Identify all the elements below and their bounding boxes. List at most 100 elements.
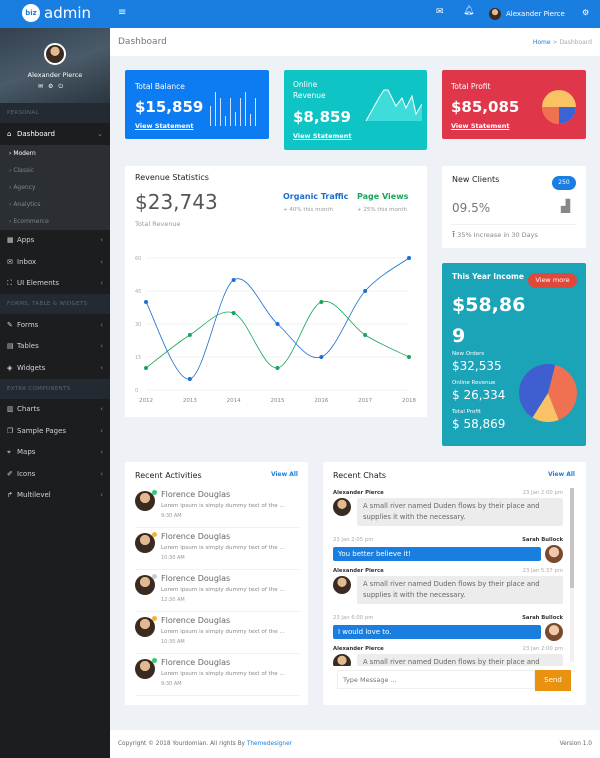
- user-name[interactable]: Alexander Pierce: [506, 10, 565, 18]
- scrollbar-thumb[interactable]: [570, 488, 574, 588]
- sidebar: Alexander Pierce ✉⚙⏻ PERSONAL ⌂ Dashboard…: [0, 28, 110, 758]
- edit-icon: ✎: [7, 320, 13, 329]
- sidebar-sub-classic[interactable]: › Classic: [0, 161, 110, 179]
- view-all-link[interactable]: View All: [270, 471, 298, 478]
- sidebar-item-inbox[interactable]: ✉ Inbox ‹: [0, 251, 110, 273]
- activity-name: Florence Douglas: [161, 658, 231, 667]
- data-point[interactable]: [144, 366, 148, 370]
- pages-icon: ❐: [7, 426, 14, 435]
- spark-bar: [240, 98, 241, 126]
- view-more-button[interactable]: View more: [528, 273, 577, 288]
- send-button[interactable]: Send: [535, 670, 571, 691]
- y-tick-label: 0: [135, 388, 138, 394]
- inbox-icon[interactable]: ✉: [436, 7, 444, 17]
- sidebar-item-maps[interactable]: ⌖ Maps ‹: [0, 442, 110, 464]
- sidebar-item-widgets[interactable]: ◈ Widgets ‹: [0, 357, 110, 379]
- copyright: Copyright © 2018 Yourdomian. All rights …: [118, 741, 292, 747]
- label: Multilevel: [17, 491, 51, 500]
- activity-item[interactable]: Florence Douglas Lorem ipsum is simply d…: [135, 570, 300, 612]
- logo-text: admin: [44, 4, 91, 22]
- sidebar-item-multilevel[interactable]: ↱ Multilevel ‹: [0, 485, 110, 507]
- logo[interactable]: biz admin: [22, 4, 91, 22]
- sidebar-item-apps[interactable]: ▦ Apps ‹: [0, 230, 110, 252]
- view-all-link[interactable]: View All: [547, 471, 575, 478]
- chevron-left-icon: ‹: [100, 426, 103, 435]
- spark-bar: [215, 92, 216, 126]
- user-avatar[interactable]: [489, 8, 501, 20]
- total-profit-label: Total Profit: [452, 409, 481, 415]
- income-value-line2: 9: [452, 325, 466, 347]
- data-point[interactable]: [363, 289, 368, 293]
- logo-badge: biz: [22, 4, 40, 22]
- message-text: A small river named Duden flows by their…: [357, 498, 563, 526]
- data-point[interactable]: [319, 300, 324, 304]
- grid-icon: ▦: [7, 236, 14, 245]
- data-point[interactable]: [407, 355, 411, 359]
- breadcrumb-home[interactable]: Home: [532, 39, 551, 46]
- activity-time: 9:30 AM: [161, 681, 182, 687]
- status-dot: [152, 616, 157, 621]
- data-point[interactable]: [319, 355, 324, 359]
- view-statement-link[interactable]: View Statement: [135, 122, 194, 130]
- sidebar-item-ui-elements[interactable]: ⛶ UI Elements ‹: [0, 273, 110, 295]
- data-point[interactable]: [407, 256, 411, 260]
- revenue-total-label: Total Revenue: [135, 220, 181, 228]
- sidebar-sub-modern[interactable]: › Modern: [0, 144, 110, 162]
- chevron-left-icon: ‹: [100, 320, 103, 329]
- sidebar-item-sample-pages[interactable]: ❐ Sample Pages ‹: [0, 420, 110, 442]
- activity-item[interactable]: Florence Douglas Lorem ipsum is simply d…: [135, 528, 300, 570]
- x-tick-label: 2012: [139, 398, 153, 404]
- data-point[interactable]: [187, 333, 192, 337]
- x-tick-label: 2018: [402, 398, 416, 404]
- activity-item[interactable]: Florence Douglas Lorem ipsum is simply d…: [135, 612, 300, 654]
- chevron-left-icon: ‹: [100, 448, 103, 457]
- settings-icon[interactable]: ⚙: [48, 83, 59, 90]
- sidebar-item-icons[interactable]: ✐ Icons ‹: [0, 463, 110, 485]
- author-link[interactable]: Themedesigner: [246, 741, 293, 747]
- activity-time: 10:30 AM: [161, 639, 185, 645]
- activity-item[interactable]: Florence Douglas Lorem ipsum is simply d…: [135, 486, 300, 528]
- label: Apps: [17, 236, 35, 245]
- data-point[interactable]: [144, 300, 148, 304]
- label: Charts: [17, 405, 40, 414]
- view-statement-link[interactable]: View Statement: [293, 132, 352, 140]
- data-point[interactable]: [275, 366, 280, 370]
- label: Analytics: [13, 200, 41, 208]
- sender: Sarah Bullock: [522, 615, 563, 621]
- chevron-left-icon: ‹: [100, 405, 103, 414]
- sidebar-item-tables[interactable]: ▤ Tables ‹: [0, 336, 110, 358]
- stat-label: Total Balance: [135, 82, 185, 91]
- message-input[interactable]: [337, 670, 535, 689]
- bell-icon[interactable]: 🔔︎: [463, 6, 475, 16]
- gear-icon[interactable]: ⚙: [582, 8, 590, 17]
- copyright-text: Copyright © 2018 Yourdomian. All rights …: [118, 741, 245, 747]
- avatar: [135, 575, 155, 595]
- profile-avatar[interactable]: [44, 43, 66, 65]
- mail-icon[interactable]: ✉: [38, 83, 49, 90]
- sidebar-item-charts[interactable]: ▥ Charts ‹: [0, 399, 110, 421]
- clients-note-text: 35% Increase in 30 Days: [457, 231, 538, 239]
- activity-item[interactable]: Florence Douglas Lorem ipsum is simply d…: [135, 654, 300, 696]
- activity-name: Florence Douglas: [161, 616, 231, 625]
- sidebar-item-dashboard[interactable]: ⌂ Dashboard ⌄: [0, 123, 110, 145]
- view-statement-link[interactable]: View Statement: [451, 122, 510, 130]
- bar-chart-icon: ▟: [561, 199, 571, 213]
- activity-text: Lorem ipsum is simply dummy text of the …: [161, 587, 285, 593]
- sidebar-sub-ecommerce[interactable]: › Ecommerce: [0, 212, 110, 230]
- data-point[interactable]: [275, 322, 280, 326]
- data-point[interactable]: [231, 311, 236, 315]
- clients-note: ⭱ 35% Increase in 30 Days: [452, 227, 538, 243]
- sidebar-sub-analytics[interactable]: › Analytics: [0, 195, 110, 213]
- sidebar-sub-agency[interactable]: › Agency: [0, 178, 110, 196]
- data-point[interactable]: [231, 278, 236, 282]
- recent-activities-card: Recent Activities View All Florence Doug…: [125, 462, 308, 705]
- data-point[interactable]: [187, 377, 192, 381]
- sidebar-item-forms[interactable]: ✎ Forms ‹: [0, 314, 110, 336]
- section-forms: FORMS, TABLE & WIDGETS: [0, 294, 110, 314]
- hamburger-icon[interactable]: ≡: [118, 7, 127, 18]
- power-icon[interactable]: ⏻: [58, 83, 69, 90]
- data-point[interactable]: [363, 333, 368, 337]
- pie-slice: [548, 364, 577, 420]
- pie-sparkline: [542, 90, 576, 124]
- chat-scrollbar[interactable]: [570, 488, 574, 662]
